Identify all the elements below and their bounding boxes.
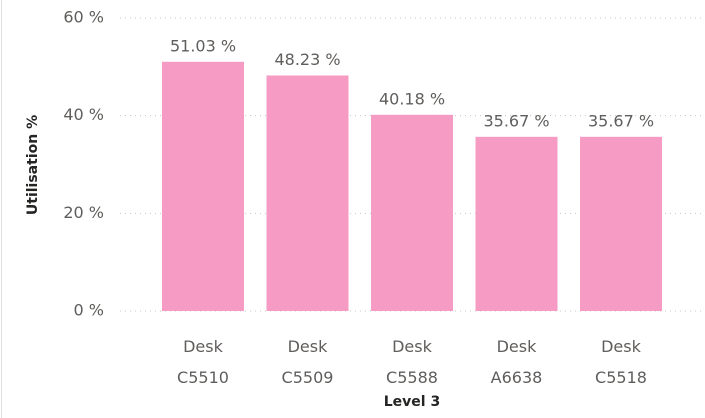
bar xyxy=(580,136,662,311)
y-tick-label: 40 % xyxy=(63,105,104,124)
x-tick-label: Desk A6638 xyxy=(491,337,543,387)
y-axis-title: Utilisation % xyxy=(25,115,41,215)
bar xyxy=(475,136,558,311)
y-tick-label: 60 % xyxy=(63,8,104,27)
y-tick-label: 0 % xyxy=(74,301,104,320)
bar xyxy=(162,61,244,312)
bar xyxy=(266,75,349,311)
bar xyxy=(371,114,453,312)
data-label: 40.18 % xyxy=(379,89,445,108)
x-tick-label: Desk C5510 xyxy=(177,337,229,387)
x-tick-label: Desk C5588 xyxy=(386,337,438,387)
data-label: 35.67 % xyxy=(588,111,654,130)
y-tick-label: 20 % xyxy=(63,203,104,222)
x-tick-label: Desk C5509 xyxy=(282,337,334,387)
data-label: 48.23 % xyxy=(274,50,340,69)
data-label: 35.67 % xyxy=(483,111,549,130)
x-axis-title: Level 3 xyxy=(384,394,440,410)
x-tick-label: Desk C5518 xyxy=(595,337,647,387)
data-label: 51.03 % xyxy=(170,36,236,55)
